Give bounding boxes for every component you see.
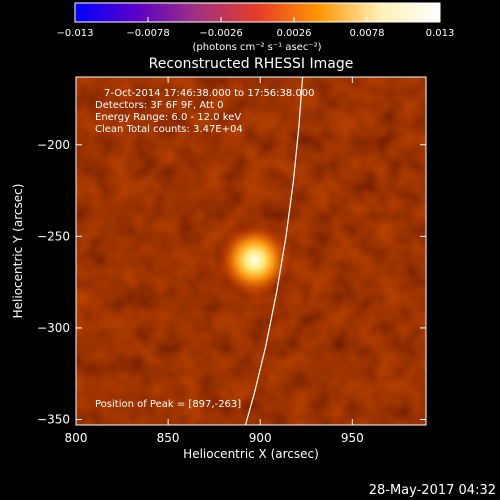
colorbar-unit-label: (photons cm⁻² s⁻¹ asec⁻²) <box>192 42 321 53</box>
peak-position-label: Position of Peak = [897,-263] <box>95 399 241 410</box>
colorbar-tick-label: −0.0078 <box>126 28 169 39</box>
flare-source-glow <box>212 218 297 303</box>
y-axis: −350 −300 −250 −200 <box>37 138 426 427</box>
colorbar-tick-label: −0.0026 <box>199 28 242 39</box>
colorbar-tick-label: 0.0078 <box>350 28 385 39</box>
x-tick-label: 800 <box>65 431 88 445</box>
x-axis: 800 850 900 950 <box>65 77 364 445</box>
colorbar-gradient <box>74 2 441 23</box>
colorbar-tick-label: −0.013 <box>56 28 93 39</box>
image-area <box>76 77 426 425</box>
x-axis-label: Heliocentric X (arcsec) <box>183 447 319 461</box>
x-tick-label: 900 <box>249 431 272 445</box>
x-tick-label: 850 <box>157 431 180 445</box>
annotation-line: 7-Oct-2014 17:46:38.000 to 17:56:38.000 <box>104 88 315 99</box>
colorbar-tick-label: 0.013 <box>426 28 455 39</box>
y-tick-label: −250 <box>37 229 70 243</box>
plot-frame <box>75 76 427 426</box>
timestamp: 28-May-2017 04:32 <box>369 483 496 498</box>
x-tick-label: 950 <box>341 431 364 445</box>
colorbar-ticks: −0.013 −0.0078 −0.0026 0.0026 0.0078 0.013 <box>56 17 454 39</box>
solar-limb-line <box>244 77 304 425</box>
y-tick-label: −350 <box>37 413 70 427</box>
annotation-block: 7-Oct-2014 17:46:38.000 to 17:56:38.000D… <box>95 88 315 135</box>
colorbar-tick-label: 0.0026 <box>277 28 312 39</box>
y-tick-label: −200 <box>37 138 70 152</box>
chart-title: Reconstructed RHESSI Image <box>149 56 354 72</box>
y-axis-label: Heliocentric Y (arcsec) <box>11 184 25 319</box>
annotation-line: Energy Range: 6.0 - 12.0 keV <box>95 112 241 123</box>
y-tick-label: −300 <box>37 321 70 335</box>
annotation-line: Detectors: 3F 6F 9F, Att 0 <box>95 100 223 111</box>
annotation-line: Clean Total counts: 3.47E+04 <box>95 124 243 135</box>
colorbar: −0.013 −0.0078 −0.0026 0.0026 0.0078 0.013 (p… <box>56 2 454 53</box>
